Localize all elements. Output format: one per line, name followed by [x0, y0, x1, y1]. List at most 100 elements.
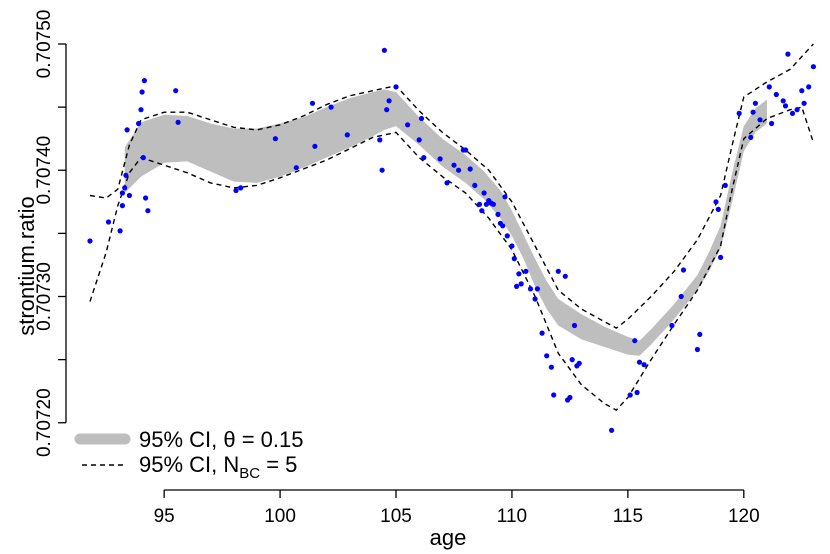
x-tick-label: 120 [728, 506, 760, 527]
data-point [810, 64, 817, 70]
data-point [500, 223, 506, 229]
data-point [476, 201, 483, 207]
data-point [769, 120, 775, 127]
data-point [518, 281, 524, 287]
data-point [293, 165, 299, 171]
data-point [632, 338, 638, 344]
legend-label-nbc-main: 95% CI, N [139, 452, 239, 477]
data-point [123, 172, 129, 178]
data-point [495, 211, 501, 217]
data-point [418, 115, 425, 122]
data-point [669, 322, 675, 329]
data-point [627, 392, 633, 398]
data-point [416, 137, 422, 143]
y-axis: 0.70720 0.70730 0.70740 0.70750 [34, 10, 67, 457]
data-point [421, 155, 427, 161]
legend-label-nbc-sub: BC [239, 465, 260, 482]
data-point [451, 162, 457, 168]
data-point [794, 107, 800, 113]
data-point [748, 134, 754, 140]
data-point [766, 84, 772, 90]
data-point [736, 110, 742, 116]
data-point [516, 271, 522, 277]
data-point [544, 353, 550, 359]
y-tick-label: 0.70750 [34, 10, 55, 79]
data-point [750, 109, 756, 115]
data-point [479, 208, 485, 214]
data-point [694, 346, 701, 353]
y-tick-label: 0.70720 [34, 388, 55, 457]
data-point [789, 110, 796, 116]
data-point [539, 330, 545, 336]
data-point [119, 203, 125, 209]
data-point [757, 117, 763, 123]
data-point [122, 185, 128, 191]
x-axis: 95 100 105 110 115 120 [154, 489, 760, 527]
data-point [463, 147, 469, 153]
y-tick-label: 0.70730 [34, 262, 55, 331]
data-point [504, 233, 510, 239]
data-points [87, 47, 817, 433]
data-point [344, 132, 350, 138]
data-point [490, 201, 496, 207]
y-tick-label: 0.70740 [34, 136, 55, 205]
data-point [562, 273, 568, 279]
data-point [567, 394, 573, 401]
data-point [126, 192, 132, 199]
data-point [806, 84, 812, 90]
data-point [481, 190, 487, 196]
data-point [722, 182, 728, 188]
data-point [773, 91, 779, 98]
data-point [384, 107, 390, 113]
data-point [139, 89, 145, 95]
data-point [634, 389, 640, 396]
data-point [548, 364, 555, 370]
data-point [309, 100, 316, 106]
data-point [678, 293, 684, 300]
data-point [801, 100, 807, 106]
data-point [576, 360, 582, 366]
data-point [514, 283, 520, 289]
plot-area [87, 43, 817, 433]
data-point [511, 256, 517, 262]
data-point [117, 228, 123, 234]
data-point [124, 127, 130, 133]
data-point [534, 286, 541, 292]
data-point [272, 136, 278, 142]
data-point [641, 362, 647, 368]
data-point [502, 194, 508, 200]
data-point [799, 88, 805, 94]
data-point [697, 331, 703, 337]
data-point [680, 267, 687, 273]
data-point [105, 219, 112, 225]
data-point [718, 254, 724, 260]
data-point [551, 392, 557, 398]
data-point [532, 296, 538, 302]
data-point [437, 156, 443, 162]
data-point [405, 122, 411, 128]
data-point [780, 98, 786, 104]
data-point [119, 190, 125, 196]
data-point [472, 182, 478, 188]
data-point [555, 268, 561, 274]
data-point [609, 427, 615, 433]
x-tick-label: 110 [497, 506, 527, 527]
data-point [467, 166, 473, 172]
data-point [444, 180, 450, 186]
legend-label-theta: 95% CI, θ = 0.15 [139, 427, 304, 452]
y-axis-title: strontium.ratio [14, 196, 39, 335]
data-point [456, 167, 462, 173]
data-point [523, 268, 529, 274]
data-point [379, 167, 385, 173]
data-point [138, 107, 144, 113]
x-tick-label: 105 [380, 506, 412, 527]
ci-nbc-lower-line [89, 106, 815, 411]
data-point [175, 119, 181, 125]
data-point [571, 322, 578, 329]
ci-nbc-upper-line [89, 43, 814, 329]
data-point [782, 103, 789, 109]
data-point [173, 88, 179, 94]
data-point [569, 357, 575, 363]
data-point [328, 104, 334, 110]
